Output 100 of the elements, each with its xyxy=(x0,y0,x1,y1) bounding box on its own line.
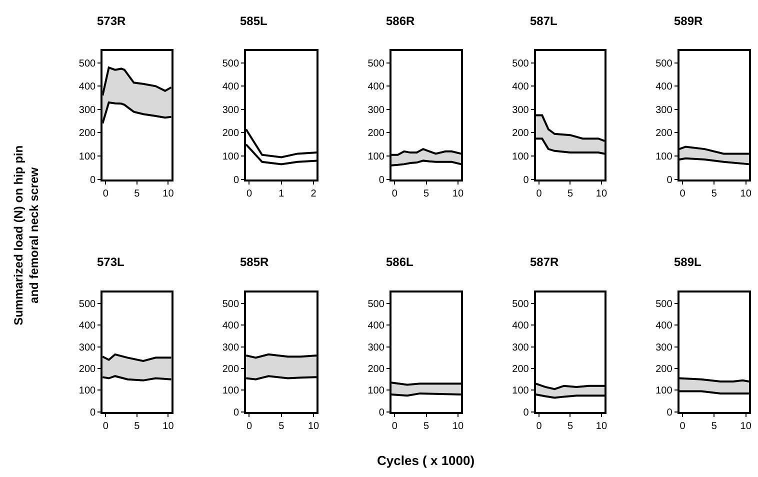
y-tick-label: 100 xyxy=(78,152,96,163)
x-tick-label: 5 xyxy=(567,420,574,432)
x-tick-label: 2 xyxy=(310,188,317,200)
x-tick-label: 0 xyxy=(536,420,542,432)
x-tick-label: 0 xyxy=(392,420,398,432)
y-tick-label: 400 xyxy=(656,320,673,332)
y-tick-label: 100 xyxy=(222,386,240,397)
y-tick-label: 300 xyxy=(656,104,673,116)
x-tick-label: 0 xyxy=(246,188,252,200)
chart-title: 585R xyxy=(240,255,270,269)
y-tick-label: 200 xyxy=(656,128,673,140)
chart-title: 586L xyxy=(386,255,414,269)
chart-title: 573L xyxy=(97,255,124,269)
x-tick-label: 5 xyxy=(424,420,430,432)
chart-title: 585L xyxy=(240,14,268,28)
y-tick-label: 500 xyxy=(656,298,673,310)
y-tick-label: 500 xyxy=(368,58,385,70)
y-tick-label: 200 xyxy=(78,364,96,376)
y-tick-label: 0 xyxy=(233,407,240,418)
y-tick-label: 0 xyxy=(666,407,673,418)
y-tick-label: 0 xyxy=(523,174,530,186)
y-tick-label: 100 xyxy=(78,386,96,397)
x-tick-label: 0 xyxy=(392,188,398,200)
x-tick-label: 10 xyxy=(452,188,464,200)
y-axis-title: Summarized load (N) on hip pin and femoral neck screw xyxy=(11,145,42,326)
x-tick-label: 5 xyxy=(567,188,574,200)
y-tick-label: 400 xyxy=(512,320,530,332)
y-tick-label: 300 xyxy=(222,104,240,116)
y-tick-label: 200 xyxy=(368,128,385,140)
y-tick-label: 500 xyxy=(368,298,385,310)
chart-title: 573R xyxy=(97,14,126,28)
y-tick-label: 500 xyxy=(78,298,96,310)
y-tick-label: 300 xyxy=(368,104,385,116)
x-tick-label: 10 xyxy=(740,420,752,432)
y-tick-label: 500 xyxy=(656,58,673,70)
x-tick-label: 10 xyxy=(162,188,174,200)
y-tick-label: 400 xyxy=(368,82,385,93)
y-tick-label: 400 xyxy=(656,82,673,93)
x-tick-label: 0 xyxy=(102,188,109,200)
chart-title: 586R xyxy=(386,14,416,28)
y-tick-label: 200 xyxy=(368,364,385,376)
y-tick-label: 100 xyxy=(368,386,385,397)
x-tick-label: 10 xyxy=(596,420,608,432)
x-tick-label: 0 xyxy=(536,188,542,200)
y-tick-label: 100 xyxy=(512,152,530,163)
y-tick-label: 100 xyxy=(368,152,385,163)
x-tick-label: 5 xyxy=(424,188,430,200)
x-tick-label: 5 xyxy=(134,188,140,200)
y-tick-label: 100 xyxy=(656,152,673,163)
x-tick-label: 5 xyxy=(134,420,140,432)
y-tick-label: 200 xyxy=(222,128,240,140)
y-tick-label: 0 xyxy=(666,174,673,186)
y-tick-label: 300 xyxy=(222,342,240,354)
x-tick-label: 5 xyxy=(278,420,285,432)
y-tick-label: 500 xyxy=(222,298,240,310)
x-tick-label: 10 xyxy=(452,420,464,432)
x-tick-label: 0 xyxy=(102,420,109,432)
chart-title: 587L xyxy=(530,14,558,28)
y-tick-label: 300 xyxy=(368,342,385,354)
x-tick-label: 10 xyxy=(162,420,174,432)
chart-title: 589L xyxy=(674,255,702,269)
y-tick-label: 500 xyxy=(78,58,96,70)
y-tick-label: 300 xyxy=(512,342,530,354)
y-tick-label: 400 xyxy=(78,82,96,93)
y-tick-label: 400 xyxy=(222,320,240,332)
y-tick-label: 200 xyxy=(512,364,530,376)
y-tick-label: 200 xyxy=(222,364,240,376)
y-tick-label: 400 xyxy=(368,320,385,332)
x-tick-label: 5 xyxy=(711,420,718,432)
y-tick-label: 400 xyxy=(222,82,240,93)
y-tick-label: 0 xyxy=(90,174,96,186)
y-tick-label: 300 xyxy=(656,342,673,354)
x-tick-label: 10 xyxy=(308,420,320,432)
x-tick-label: 5 xyxy=(711,188,718,200)
y-tick-label: 100 xyxy=(656,386,673,397)
y-tick-label: 0 xyxy=(378,174,385,186)
x-tick-label: 10 xyxy=(740,188,752,200)
y-tick-label: 0 xyxy=(523,407,530,418)
y-tick-label: 100 xyxy=(512,386,530,397)
y-tick-label: 300 xyxy=(512,104,530,116)
y-tick-label: 500 xyxy=(222,58,240,70)
y-tick-label: 200 xyxy=(512,128,530,140)
x-tick-label: 10 xyxy=(596,188,608,200)
y-tick-label: 500 xyxy=(512,298,530,310)
y-tick-label: 300 xyxy=(78,104,96,116)
y-tick-label: 500 xyxy=(512,58,530,70)
x-tick-label: 1 xyxy=(278,188,285,200)
y-tick-label: 400 xyxy=(512,82,530,93)
y-tick-label: 100 xyxy=(222,152,240,163)
x-tick-label: 0 xyxy=(680,188,686,200)
x-axis-title: Cycles ( x 1000) xyxy=(377,453,475,468)
y-tick-label: 200 xyxy=(78,128,96,140)
chart-title: 587R xyxy=(530,255,560,269)
y-tick-label: 0 xyxy=(233,174,240,186)
y-tick-label: 200 xyxy=(656,364,673,376)
y-tick-label: 300 xyxy=(78,342,96,354)
chart-title: 589R xyxy=(674,14,704,28)
y-tick-label: 0 xyxy=(378,407,385,418)
x-tick-label: 0 xyxy=(680,420,686,432)
x-tick-label: 0 xyxy=(246,420,252,432)
